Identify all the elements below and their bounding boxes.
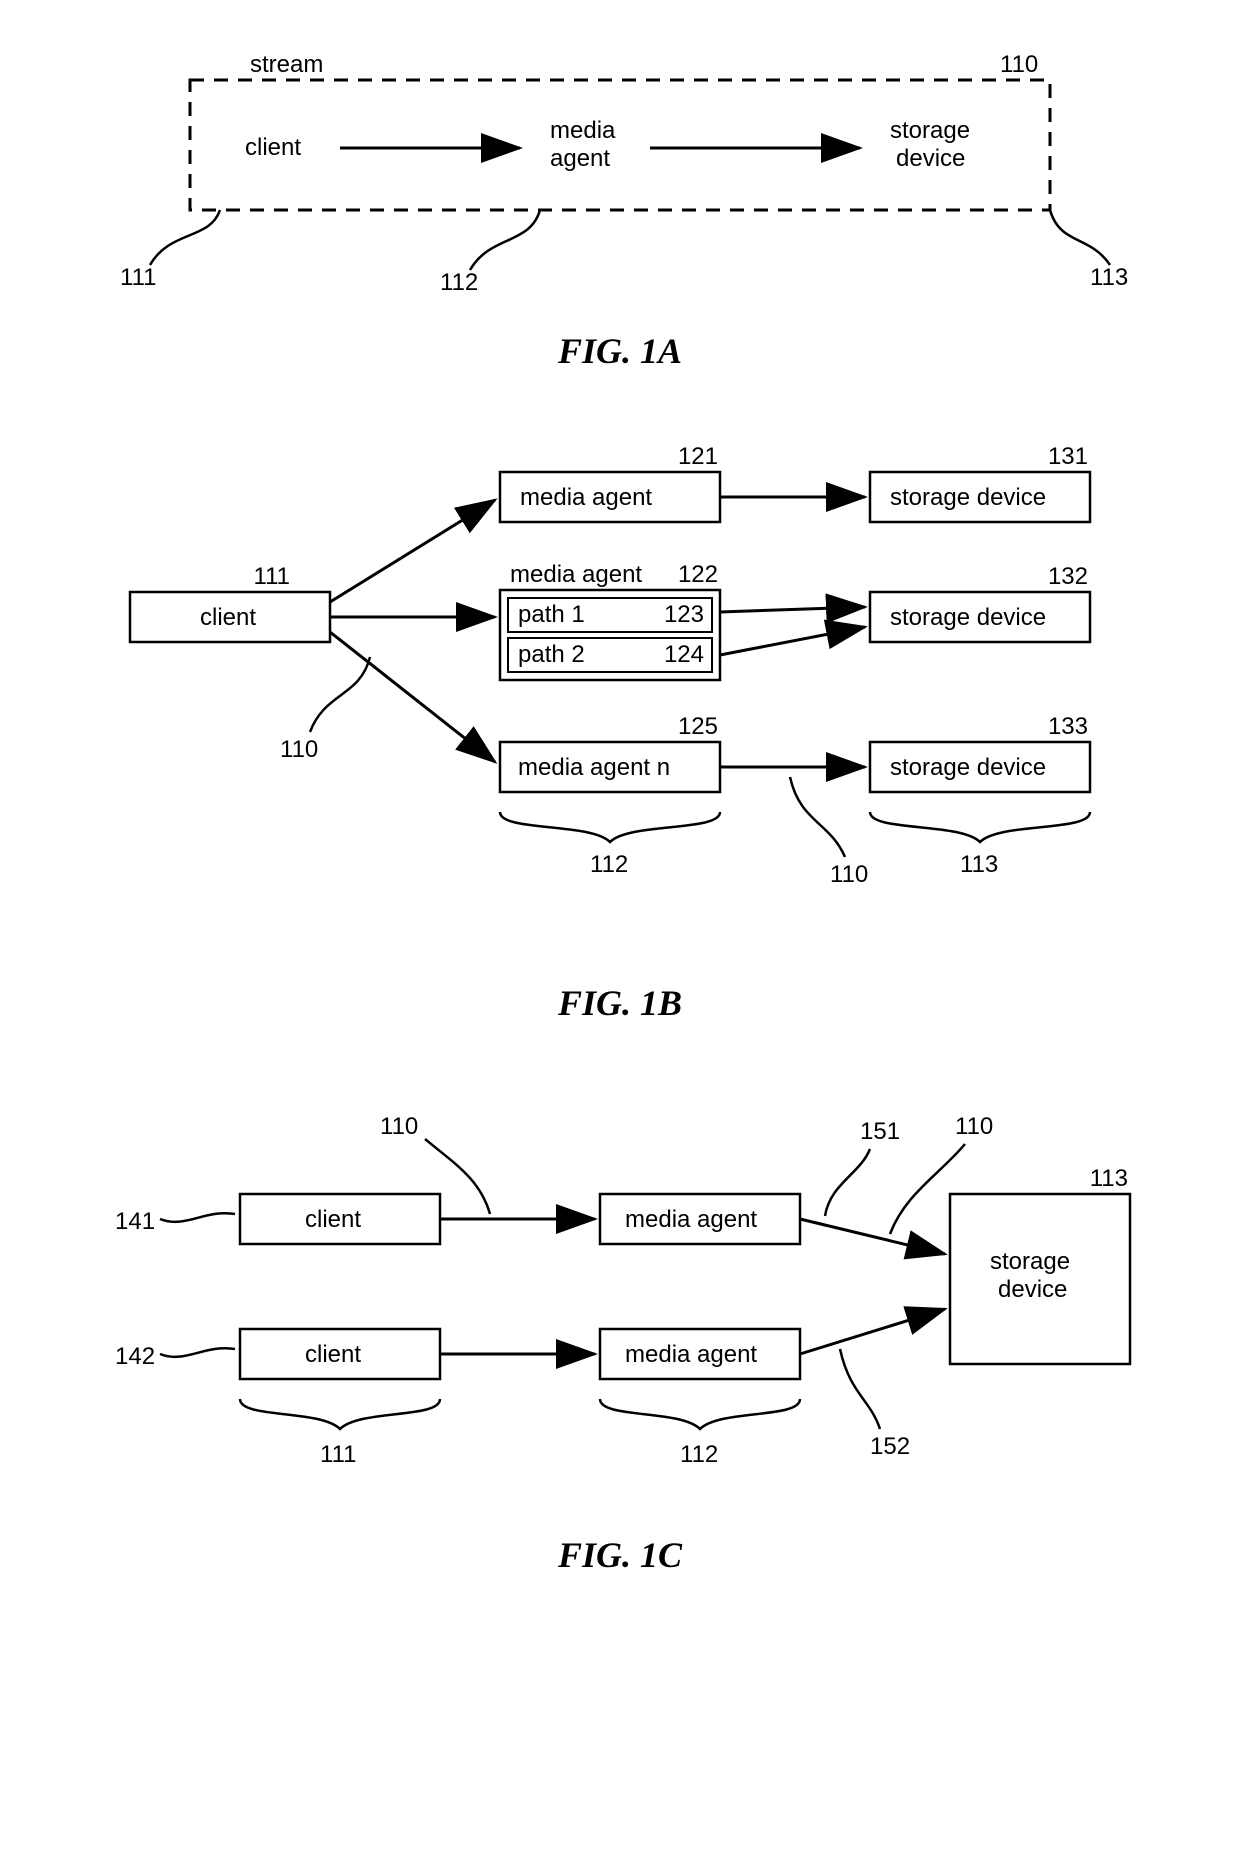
ref-113: 113 (1090, 264, 1128, 291)
storage-line2: device (998, 1276, 1067, 1303)
fig-1c-svg: client client media agent media agent st… (70, 1084, 1170, 1504)
fig-1c-caption: FIG. 1C (70, 1534, 1170, 1576)
storage-line1: storage (990, 1248, 1070, 1275)
brace-ma (500, 812, 720, 842)
client1-label: client (305, 1206, 361, 1233)
arrow-c-ma1 (330, 500, 495, 602)
leader-151 (825, 1149, 870, 1216)
client2-label: client (305, 1341, 361, 1368)
leader-141 (160, 1213, 235, 1222)
ma3-label: media agent n (518, 754, 670, 781)
figure-1b: client 111 media agent 121 media agent 1… (70, 432, 1170, 1024)
figure-1a: stream 110 client media agent storage de… (70, 40, 1170, 372)
arrow-c-ma3 (330, 632, 495, 762)
brace-ma-ref: 112 (680, 1441, 718, 1468)
storage-ref: 113 (1090, 1165, 1128, 1192)
client-label: client (245, 134, 301, 161)
fig-1a-svg: stream 110 client media agent storage de… (70, 40, 1170, 300)
brace-client-ref: 111 (320, 1441, 356, 1468)
leader-152 (840, 1349, 880, 1429)
sd1-ref: 131 (1048, 443, 1088, 470)
arrow-ma2-sd (800, 1309, 945, 1354)
ma1-label: media agent (625, 1206, 757, 1233)
client-ref: 111 (254, 563, 290, 590)
path2-label: path 2 (518, 641, 585, 668)
ma1-ref: 121 (678, 443, 718, 470)
sd2-ref: 132 (1048, 563, 1088, 590)
ref-110-ur: 110 (955, 1113, 993, 1140)
brace-sd-ref: 113 (960, 851, 998, 878)
leader-110-ul (425, 1139, 490, 1214)
ma2-label: media agent (510, 561, 642, 588)
storage-line2: device (896, 145, 965, 172)
brace-ma-ref: 112 (590, 851, 628, 878)
stream-label: stream (250, 51, 323, 78)
leader-111 (150, 210, 220, 265)
sd2-label: storage device (890, 604, 1046, 631)
ma2-ref: 122 (678, 561, 718, 588)
client-label: client (200, 604, 256, 631)
ma-label-line1: media (550, 117, 616, 144)
ref-112: 112 (440, 269, 478, 296)
arrow-path2-sd2 (720, 627, 865, 655)
ref-110-ul: 110 (380, 1113, 418, 1140)
path2-ref: 124 (664, 641, 704, 668)
storage-line1: storage (890, 117, 970, 144)
sd3-label: storage device (890, 754, 1046, 781)
ref-141: 141 (115, 1208, 155, 1235)
ref-110-left: 110 (280, 736, 318, 763)
stream-ref: 110 (1000, 51, 1038, 78)
leader-110-left (310, 657, 370, 732)
leader-113 (1050, 210, 1110, 265)
ref-152: 152 (870, 1433, 910, 1460)
leader-110-right (790, 777, 845, 857)
ma2-label: media agent (625, 1341, 757, 1368)
arrow-ma1-sd (800, 1219, 945, 1254)
path1-label: path 1 (518, 601, 585, 628)
ref-142: 142 (115, 1343, 155, 1370)
fig-1a-caption: FIG. 1A (70, 330, 1170, 372)
fig-1b-svg: client 111 media agent 121 media agent 1… (70, 432, 1170, 952)
sd3-ref: 133 (1048, 713, 1088, 740)
leader-110-ur (890, 1144, 965, 1234)
ma-label-line2: agent (550, 145, 610, 172)
figure-1c: client client media agent media agent st… (70, 1084, 1170, 1576)
fig-1b-caption: FIG. 1B (70, 982, 1170, 1024)
sd1-label: storage device (890, 484, 1046, 511)
ma3-ref: 125 (678, 713, 718, 740)
ref-110-right: 110 (830, 861, 868, 888)
brace-clients (240, 1399, 440, 1429)
brace-sd (870, 812, 1090, 842)
ref-111: 111 (120, 264, 156, 291)
ma1-label: media agent (520, 484, 652, 511)
brace-ma (600, 1399, 800, 1429)
leader-112 (470, 210, 540, 270)
path1-ref: 123 (664, 601, 704, 628)
arrow-path1-sd2 (720, 607, 865, 612)
ref-151: 151 (860, 1118, 900, 1145)
leader-142 (160, 1348, 235, 1357)
